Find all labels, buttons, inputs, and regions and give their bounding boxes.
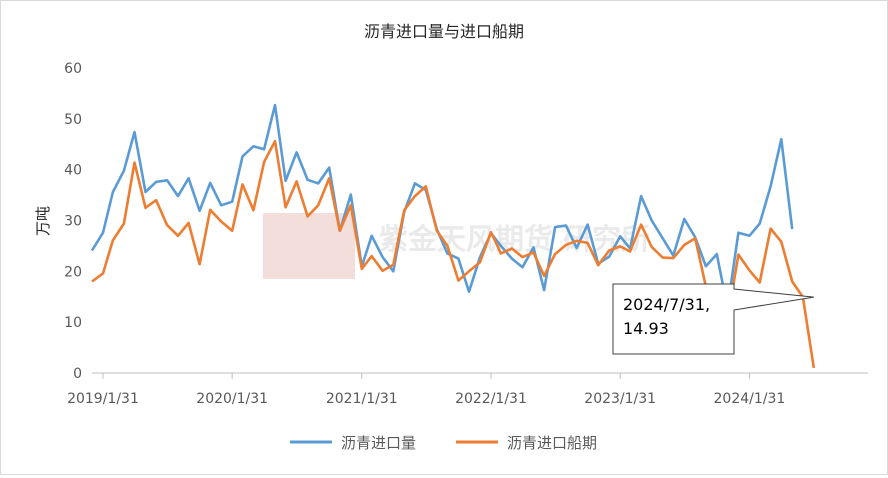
annotation-callout: 2024/7/31, 14.93 bbox=[612, 283, 814, 355]
y-axis-label: 万吨 bbox=[34, 206, 52, 236]
y-tick-label: 10 bbox=[64, 315, 82, 331]
series-line-shipping-schedule bbox=[91, 139, 816, 369]
chart-title: 沥青进口量与进口船期 bbox=[364, 22, 524, 41]
watermark: 紫金天风期货 研究所 bbox=[263, 213, 650, 279]
y-tick-label: 20 bbox=[64, 264, 82, 280]
legend-label-import-volume: 沥青进口量 bbox=[341, 434, 416, 452]
annotation-text-value: 14.93 bbox=[623, 319, 669, 338]
x-axis: 2019/1/31 2020/1/31 2021/1/31 2022/1/31 2023… bbox=[67, 372, 868, 407]
y-tick-label: 50 bbox=[64, 112, 82, 128]
x-tick-label: 2019/1/31 bbox=[67, 391, 139, 407]
x-tick-label: 2022/1/31 bbox=[455, 391, 527, 407]
y-tick-label: 0 bbox=[73, 366, 82, 382]
y-axis: 0 10 20 30 40 50 60 bbox=[64, 61, 82, 382]
y-tick-label: 30 bbox=[64, 214, 82, 230]
legend-label-shipping-schedule: 沥青进口船期 bbox=[507, 434, 597, 452]
x-tick-label: 2020/1/31 bbox=[196, 391, 268, 407]
series-line-import-volume bbox=[90, 103, 794, 310]
annotation-text-date: 2024/7/31, bbox=[623, 295, 710, 314]
annotation-box bbox=[612, 283, 814, 355]
legend: 沥青进口量 沥青进口船期 bbox=[290, 434, 597, 452]
x-tick-label: 2024/1/31 bbox=[714, 391, 786, 407]
x-tick-label: 2021/1/31 bbox=[326, 391, 398, 407]
x-tick-label: 2023/1/31 bbox=[584, 391, 656, 407]
y-tick-label: 60 bbox=[64, 61, 82, 77]
y-tick-label: 40 bbox=[64, 163, 82, 179]
plot-area bbox=[90, 103, 816, 369]
